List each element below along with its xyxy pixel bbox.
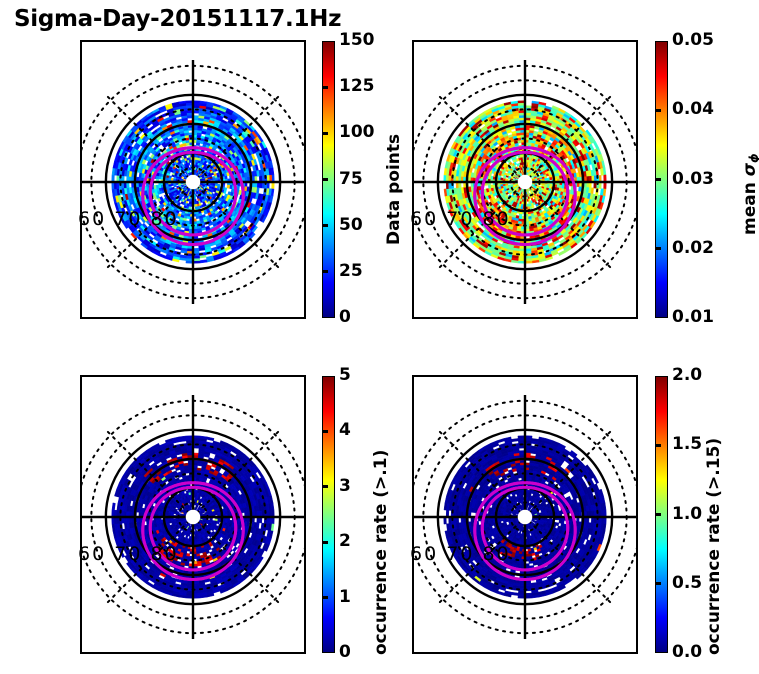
polar-axes-mean-sigma-phi[interactable] [412, 40, 638, 319]
colorbar-tick-label: 2.0 [672, 365, 703, 385]
panel-occurrence-rate-01: 60 70 80 [78, 375, 306, 654]
colorbar-tick [322, 178, 328, 181]
panel-occurrence-rate-015: 60 70 80 [410, 375, 638, 654]
cbar-title-text: mean [740, 176, 759, 235]
lat-label-60: 60 [410, 543, 439, 565]
colorbar-tick [655, 513, 661, 516]
latitude-tick-labels-p1: 60 70 80 [410, 208, 511, 230]
colorbar-tick-label: 50 [339, 214, 363, 235]
colorbar-occurrence-rate-01[interactable]: 0 1 2 3 4 5 [322, 367, 351, 661]
lat-label-80: 80 [482, 543, 511, 565]
colorbar-tick-label: 0.02 [672, 237, 714, 258]
sigma-symbol: σ [740, 163, 759, 177]
colorbar-tick-label: 2 [339, 531, 351, 552]
colorbar-tick [655, 247, 661, 251]
colorbar-gradient-occurrence-rate-01 [322, 376, 335, 653]
auroral-oval-contours-top [141, 481, 245, 581]
lat-label-80: 80 [150, 208, 179, 230]
latitude-tick-labels-p3: 60 70 80 [410, 543, 511, 565]
panel-data-points: 60 70 80 [78, 40, 306, 319]
colorbar-title-occurrence-rate-015: occurrence rate (>.15) [704, 437, 724, 655]
colorbar-tick-label: 0.01 [672, 307, 714, 327]
colorbar-tick [322, 270, 328, 274]
colorbar-tick [322, 429, 328, 433]
lat-label-70: 70 [446, 208, 475, 230]
auroral-oval-contours-top [141, 146, 245, 246]
colorbar-title-mean-sigma-phi: mean σϕ [740, 153, 759, 235]
colorbar-tick-label: 4 [339, 420, 351, 441]
colorbar-ticks-occurrence-rate-01: 0 1 2 3 4 5 [322, 367, 351, 661]
colorbar-tick-label: 5 [339, 365, 351, 385]
lat-label-70: 70 [114, 543, 143, 565]
polar-cap-hole [518, 175, 532, 189]
polar-axis-lines [414, 60, 636, 304]
colorbar-title-data-points: Data points [384, 133, 404, 245]
auroral-oval-contours-top [473, 481, 577, 581]
colorbar-tick [655, 108, 661, 112]
panel-mean-sigma-phi: 60 70 80 [410, 40, 638, 319]
colorbar-tick-label: 75 [339, 168, 363, 189]
polar-axes-occurrence-rate-015[interactable] [412, 375, 638, 654]
colorbar-tick [322, 131, 328, 135]
colorbar-tick-label: 1.5 [672, 434, 703, 455]
colorbar-tick-label: 150 [339, 30, 375, 50]
polar-cap-hole [186, 510, 200, 524]
polar-axes-data-points[interactable] [80, 40, 306, 319]
latitude-tick-labels-p2: 60 70 80 [78, 543, 179, 565]
colorbar-occurrence-rate-015[interactable]: 0.0 0.5 1.0 1.5 2.0 [655, 367, 702, 661]
colorbar-mean-sigma-phi[interactable]: 0.01 0.02 0.03 0.04 0.05 [655, 32, 714, 326]
colorbar-tick-label: 25 [339, 260, 363, 281]
colorbar-tick [322, 540, 328, 544]
colorbar-tick-label: 0.04 [672, 99, 714, 120]
colorbar-tick-label: 0 [339, 307, 351, 327]
phi-subscript: ϕ [747, 153, 759, 163]
lat-label-70: 70 [446, 543, 475, 565]
colorbar-tick [322, 596, 328, 600]
colorbar-tick-label: 0.03 [672, 168, 714, 189]
lat-label-80: 80 [150, 543, 179, 565]
lat-label-60: 60 [410, 208, 439, 230]
colorbar-ticks-occurrence-rate-015: 0.0 0.5 1.0 1.5 2.0 [655, 367, 702, 661]
polar-axes-occurrence-rate-01[interactable] [80, 375, 306, 654]
colorbar-ticks-mean-sigma-phi: 0.01 0.02 0.03 0.04 0.05 [655, 32, 714, 326]
colorbar-tick [322, 85, 328, 89]
polar-cap-hole [186, 175, 200, 189]
colorbar-title-occurrence-rate-01: occurrence rate (>.1) [371, 449, 391, 655]
colorbar-tick [322, 224, 328, 228]
colorbar-tick [655, 582, 661, 586]
page-title: Sigma-Day-20151117.1Hz [14, 6, 342, 32]
polar-cap-hole [518, 510, 532, 524]
colorbar-tick-label: 100 [339, 122, 375, 143]
lat-label-80: 80 [482, 208, 511, 230]
colorbar-tick-label: 1.0 [672, 503, 703, 524]
polar-data-cells [443, 100, 607, 264]
colorbar-tick-label: 0.05 [672, 30, 714, 50]
colorbar-tick-label: 0 [339, 642, 351, 662]
colorbar-tick-label: 3 [339, 475, 351, 496]
colorbar-tick-label: 0.5 [672, 572, 703, 593]
colorbar-tick [655, 178, 661, 181]
colorbar-tick-label: 125 [339, 76, 375, 97]
lat-label-60: 60 [78, 543, 107, 565]
lat-label-70: 70 [114, 208, 143, 230]
colorbar-ticks-data-points: 0 25 50 75 100 125 150 [322, 32, 375, 326]
colorbar-tick-label: 1 [339, 586, 351, 607]
colorbar-tick [655, 443, 661, 447]
colorbar-tick [322, 485, 328, 489]
lat-label-60: 60 [78, 208, 107, 230]
auroral-oval-contours-top [473, 146, 577, 246]
colorbar-data-points[interactable]: 0 25 50 75 100 125 150 [322, 32, 375, 326]
colorbar-tick-label: 0.0 [672, 642, 703, 662]
latitude-tick-labels-p0: 60 70 80 [78, 208, 179, 230]
